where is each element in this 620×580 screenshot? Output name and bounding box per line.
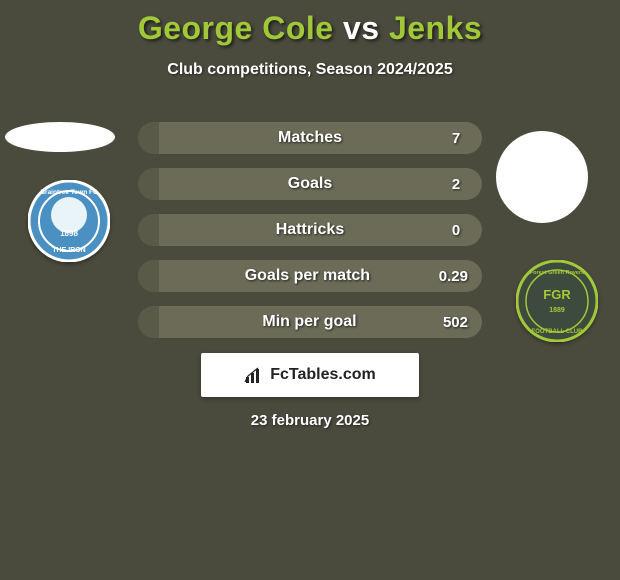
title-player2: Jenks [389,10,482,46]
stat-label: Hattricks [190,221,430,239]
stat-bar-fill [138,168,159,200]
page-title: George Cole vs Jenks [0,0,620,47]
stat-right-value: 0 [430,222,482,239]
title-vs: vs [343,10,380,46]
date-label: 23 february 2025 [251,412,369,429]
stat-right-value: 7 [430,130,482,147]
stat-row: Matches7 [138,122,482,154]
club-left-year: 1898 [60,229,78,238]
chart-icon [244,365,264,385]
stat-row: Hattricks0 [138,214,482,246]
stat-right-value: 502 [429,314,482,331]
player2-avatar [496,131,588,223]
stat-label: Goals per match [190,267,425,285]
stat-label: Min per goal [190,313,429,331]
stat-row: Goals per match0.29 [138,260,482,292]
stat-bar-fill [138,306,159,338]
comparison-card: George Cole vs Jenks Club competitions, … [0,0,620,450]
stat-right-value: 2 [430,176,482,193]
brand-text: FcTables.com [270,366,376,384]
subtitle: Club competitions, Season 2024/2025 [0,61,620,79]
stat-bar-fill [138,122,159,154]
stat-row: Goals2 [138,168,482,200]
stat-row: Min per goal502 [138,306,482,338]
club-badge-left: Braintree Town FC 1898 THE IRON [28,180,110,262]
stat-bar-fill [138,260,159,292]
club-left-motto: THE IRON [52,247,85,254]
club-left-name: Braintree Town FC [40,189,98,196]
player1-avatar [5,122,115,152]
stat-label: Goals [190,175,430,193]
club-badge-right: Forest Green Rovers FGR 1889 FOOTBALL CL… [516,260,598,342]
club-right-motto: FOOTBALL CLUB [532,329,584,335]
stat-right-value: 0.29 [425,268,482,285]
stat-label: Matches [190,129,430,147]
stats-list: Matches7Goals2Hattricks0Goals per match0… [138,122,482,352]
club-right-name: Forest Green Rovers [530,270,584,276]
title-player1: George Cole [138,10,334,46]
club-right-year: 1889 [549,307,565,314]
brand-badge: FcTables.com [201,353,419,397]
stat-bar-fill [138,214,159,246]
club-right-abbr: FGR [543,287,571,302]
